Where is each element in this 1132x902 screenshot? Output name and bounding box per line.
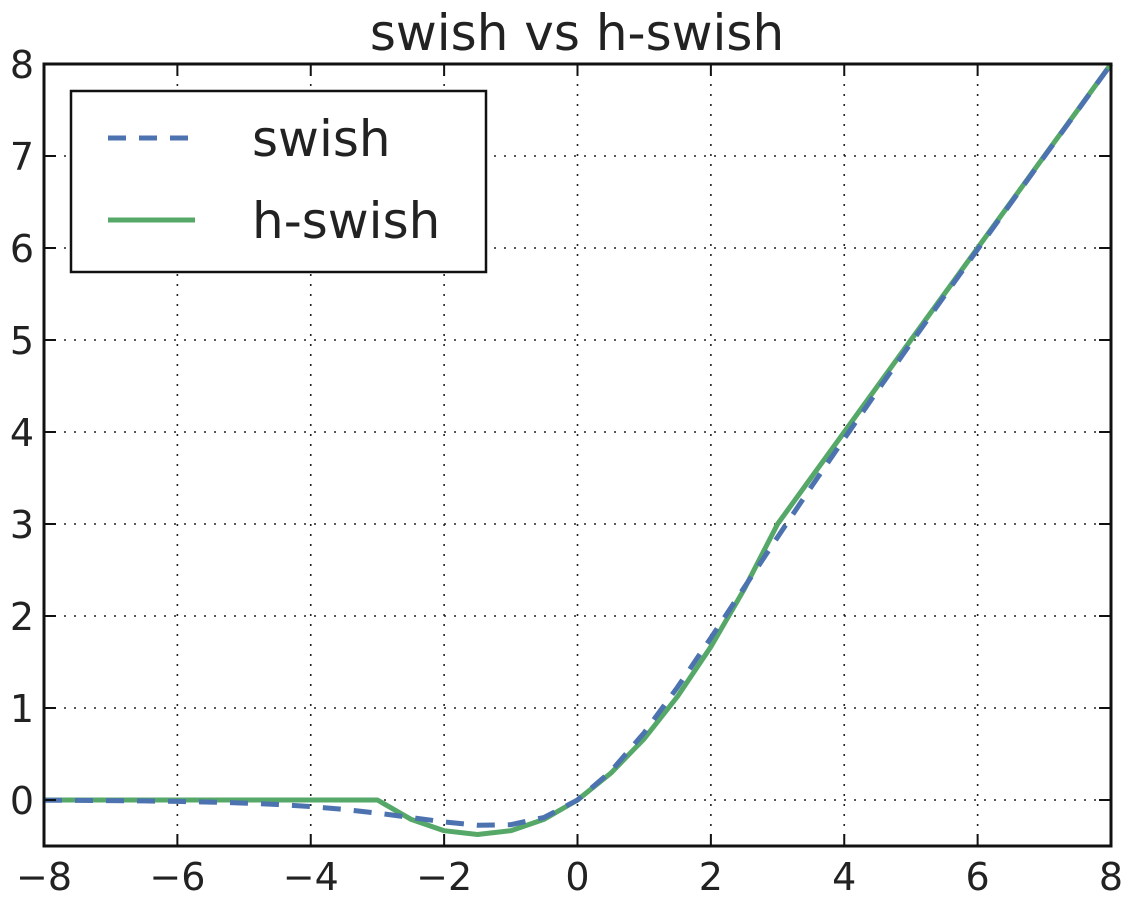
legend-swish-label: swish [252,110,391,168]
y-tick-label: 1 [10,687,34,731]
x-tick-label: 6 [966,855,990,898]
legend-box [69,89,488,274]
chart-title: swish vs h-swish [370,4,784,62]
x-tick-label: 8 [1099,855,1123,898]
x-tick-label: −8 [16,855,72,898]
y-tick-label: 2 [10,595,34,639]
x-tick-label: 4 [832,855,856,898]
x-tick-label: 0 [565,855,589,898]
x-tick-label: 2 [699,855,723,898]
series-group [43,62,1114,837]
y-tick-label: 8 [10,43,34,87]
x-tick-label: −2 [416,855,472,898]
series-line-swish [43,62,1114,828]
y-tick-label: 5 [10,319,34,363]
ticks: −8 −6 −4 −2 0 2 4 6 8 0 1 2 3 4 5 6 7 8 [10,43,1123,899]
y-tick-label: 4 [10,411,34,455]
legend: swish h-swish [69,89,488,274]
y-tick-label: 3 [10,503,34,547]
x-tick-label: −6 [149,855,205,898]
y-tick-label: 0 [10,779,34,823]
y-tick-label: 7 [10,135,34,179]
y-tick-label: 6 [10,227,34,271]
legend-h-swish-label: h-swish [252,192,440,250]
x-tick-label: −4 [283,855,339,898]
